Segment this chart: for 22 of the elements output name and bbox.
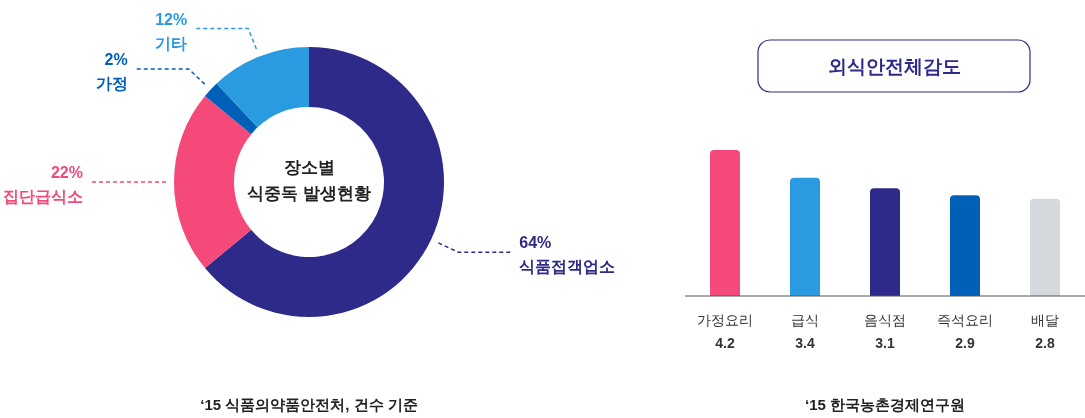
data-label: 2% bbox=[104, 51, 128, 69]
data-label: 3.4 bbox=[795, 335, 815, 351]
x-tick-label: 가정요리 bbox=[697, 312, 753, 328]
data-label: 12% bbox=[155, 10, 188, 28]
slice-label: 가정 bbox=[95, 75, 128, 93]
data-label: 2.9 bbox=[955, 335, 975, 351]
x-tick-label: 즉석요리 bbox=[937, 312, 993, 328]
x-tick-label: 배달 bbox=[1031, 312, 1059, 328]
data-label: 4.2 bbox=[715, 335, 735, 351]
slice-label: 기타 bbox=[155, 34, 188, 52]
data-label: 64% bbox=[519, 234, 552, 252]
data-label: 22% bbox=[50, 164, 83, 181]
slice-label: 식품접객업소 bbox=[519, 258, 616, 276]
text: ‘15 식품의약품안전처, 건수 기준 bbox=[200, 396, 418, 413]
x-tick-label: 급식 bbox=[791, 312, 819, 328]
x-tick-label: 음식점 bbox=[864, 312, 906, 328]
chart-title: 외식안전체감도 bbox=[827, 56, 961, 77]
data-label: 3.1 bbox=[875, 335, 895, 351]
text: 장소별 식중독 발생현황 bbox=[247, 158, 371, 203]
data-label: 2.8 bbox=[1035, 335, 1055, 351]
text: ‘15 한국농촌경제연구원 bbox=[804, 396, 966, 413]
slice-label: 집단급식소 bbox=[3, 188, 83, 205]
